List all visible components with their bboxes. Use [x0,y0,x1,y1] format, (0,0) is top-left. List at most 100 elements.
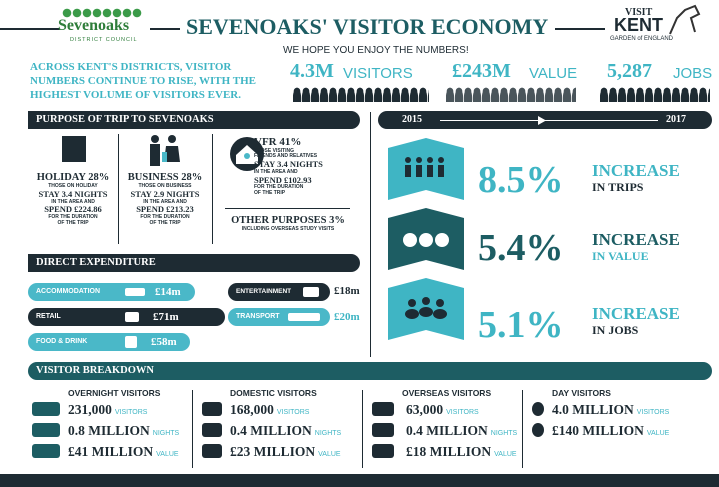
label: TRANSPORT [236,313,280,320]
stat-value: 5,287 [607,60,652,82]
increase-label: INCREASE [592,230,680,249]
note: THOSE ON BUSINESS [138,183,192,190]
line: STAY 2.9 NIGHTS [130,188,200,199]
unit: VALUE [318,451,341,458]
business-icon [150,135,180,166]
intro: ACROSS KENT'S DISTRICTS, VISITOR NUMBERS… [30,61,256,101]
label: ACCOMMODATION [36,288,101,295]
unit: NIGHTS [490,430,518,437]
figure: 231,000 [68,402,112,417]
icon [532,402,544,416]
row: 0.8 MILLION NIGHTS [68,423,179,442]
partner-tag: GARDEN of ENGLAND [610,36,674,42]
footer-bar [0,474,719,487]
arrow [538,116,546,125]
value-icons [446,86,576,102]
row: 0.4 MILLION NIGHTS [230,423,341,442]
heading: VFR 41% [254,136,302,148]
icon [32,402,60,416]
figure: 0.4 MILLION [406,423,488,438]
figure: 0.8 MILLION [68,423,150,438]
rule [150,28,180,30]
unit: VALUE [494,451,517,458]
icon [32,444,60,458]
rule [0,28,60,30]
horse-icon [669,4,701,35]
value: £18m [334,285,360,297]
divider [225,208,350,209]
note: FOR THE DURATION [48,214,98,221]
group-title: OVERNIGHT VISITORS [68,388,161,398]
icon [202,444,222,458]
icon [202,423,222,437]
figure: 0.4 MILLION [230,423,312,438]
heading: BUSINESS 28% [127,172,203,183]
row: £41 MILLION VALUE [68,444,179,463]
line: SPEND £102.93 [254,174,312,185]
unit: VALUE [646,430,670,437]
unit: VISITORS [636,409,670,416]
unit: VISITORS [276,409,310,416]
increase-label: INCREASE [592,304,680,323]
divider [212,134,213,244]
note: FOR THE DURATION [140,214,190,221]
unit: VISITORS [114,409,148,416]
note: OF THE TRIP [254,190,286,197]
partner-kent: KENT [614,15,663,35]
group-title: DAY VISITORS [552,388,611,398]
increase-value: 5.4% [478,227,564,269]
heading: OTHER PURPOSES 3% [231,215,345,226]
icon [372,444,394,458]
line: STAY 3.4 NIGHTS [254,159,323,170]
note: FOR THE DURATION [254,184,304,191]
figure: £18 MILLION [406,444,492,459]
figure: 168,000 [230,402,274,417]
expense: RETAIL £71m [28,308,225,326]
vfr: VFR 41% THOSE VISITING FRIENDS AND RELAT… [254,136,349,197]
section-bar: VISITOR BREAKDOWN [28,362,712,380]
icon [202,402,222,416]
divider [522,390,523,468]
note: INCLUDING OVERSEAS STUDY VISITS [241,226,335,233]
unit: VISITORS [446,409,479,416]
increase-sub: IN JOBS [592,323,639,337]
value: £14m [155,286,181,298]
chevrons [388,138,464,340]
row: 168,000 VISITORS [230,402,309,421]
icon [372,423,394,437]
stat-label: VISITORS [343,65,413,82]
label: ENTERTAINMENT [236,288,292,295]
note: IN THE AREA AND [143,198,187,205]
note: IN THE AREA AND [254,168,298,175]
hotel-icon [62,136,86,162]
year-from: 2015 [402,114,422,125]
row: 231,000 VISITORS [68,402,147,421]
divider [192,390,193,468]
stat-label: JOBS [673,65,713,82]
home-icon [230,137,264,171]
divider [118,134,119,244]
icon [372,402,394,416]
other: OTHER PURPOSES 3% INCLUDING OVERSEAS STU… [218,215,358,233]
note: THOSE ON HOLIDAY [48,183,98,190]
logo-trees [62,8,142,18]
section-bar: PURPOSE OF TRIP TO SEVENOAKS [28,111,360,129]
partner-visit: VISIT [625,7,653,18]
figure: £140 MILLION [552,423,644,438]
row: 0.4 MILLION NIGHTS [406,423,517,442]
value: £20m [334,311,360,323]
rule [555,28,605,30]
increase-value: 5.1% [478,304,564,346]
unit: NIGHTS [314,430,342,437]
line: SPEND £213.23 [136,204,194,215]
figure: 4.0 MILLION [552,402,634,417]
value: £58m [151,336,177,348]
line: SPEND £224.86 [44,204,102,215]
title: SEVENOAKS' VISITOR ECONOMY [186,14,549,39]
increase-sub: IN TRIPS [592,180,644,194]
group-title: OVERSEAS VISITORS [402,388,492,398]
timeline [440,120,658,121]
visitor-icons [293,86,429,102]
line: STAY 3.4 NIGHTS [38,188,108,199]
